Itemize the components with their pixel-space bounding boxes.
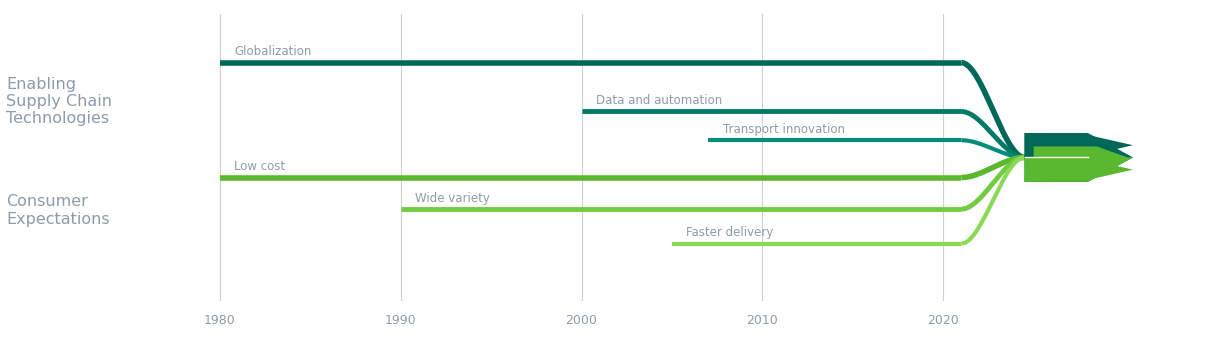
Polygon shape	[1025, 157, 1133, 182]
Polygon shape	[1025, 133, 1133, 182]
Polygon shape	[1025, 157, 1133, 182]
Text: Transport innovation: Transport innovation	[723, 123, 844, 136]
Text: Data and automation: Data and automation	[596, 94, 723, 107]
Text: Wide variety: Wide variety	[415, 192, 490, 205]
Text: Low cost: Low cost	[234, 160, 286, 173]
Text: Globalization: Globalization	[234, 45, 312, 58]
Text: Consumer
Expectations: Consumer Expectations	[6, 194, 109, 227]
Text: Enabling
Supply Chain
Technologies: Enabling Supply Chain Technologies	[6, 76, 112, 126]
Text: Faster delivery: Faster delivery	[686, 226, 774, 239]
Polygon shape	[1025, 133, 1133, 157]
Polygon shape	[1033, 146, 1128, 169]
